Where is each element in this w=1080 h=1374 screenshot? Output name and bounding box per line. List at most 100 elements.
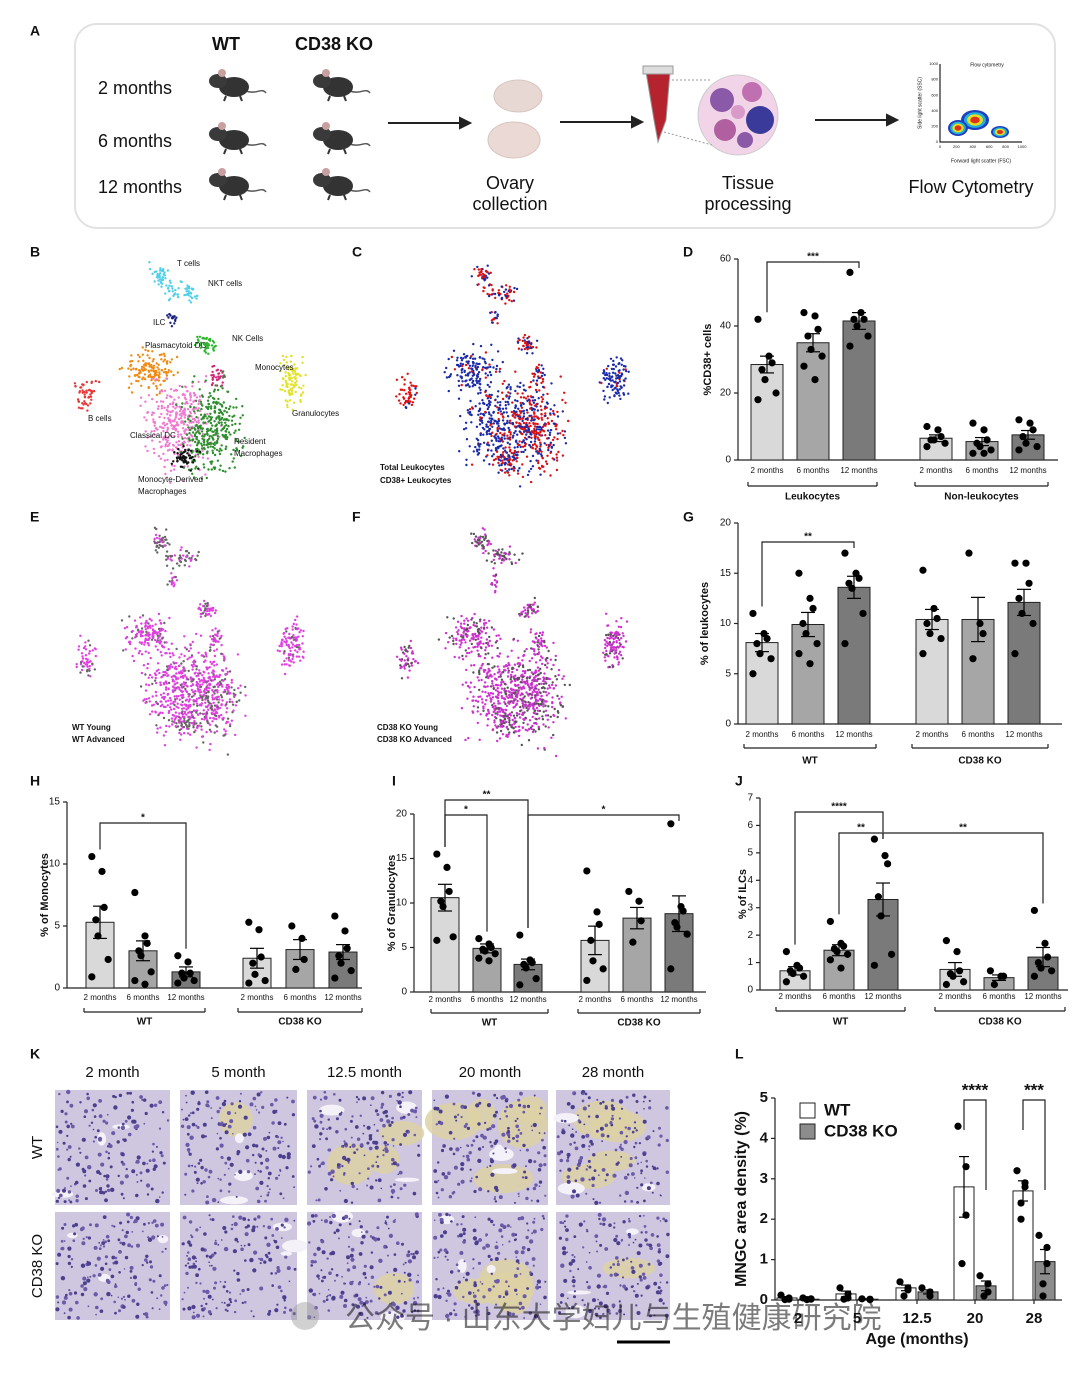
tsne-point bbox=[177, 677, 180, 680]
tsne-point bbox=[289, 399, 292, 402]
tsne-point bbox=[170, 462, 173, 465]
tsne-point bbox=[83, 390, 86, 394]
tsne-point bbox=[299, 398, 302, 402]
tsne-point bbox=[302, 650, 305, 653]
tsne-point bbox=[543, 672, 546, 675]
tsne-point bbox=[480, 270, 483, 274]
tsne-point bbox=[500, 444, 503, 447]
tsne-point bbox=[511, 455, 514, 458]
tsne-point bbox=[224, 435, 227, 438]
tsne-point bbox=[218, 637, 221, 640]
tsne-point bbox=[563, 436, 567, 440]
tsne-point bbox=[295, 655, 299, 658]
flow-density bbox=[996, 129, 1004, 135]
tsne-point bbox=[209, 635, 212, 638]
tsne-point bbox=[211, 629, 214, 632]
tsne-point bbox=[536, 609, 540, 613]
tsne-point bbox=[472, 450, 475, 453]
tsne-point bbox=[125, 625, 129, 629]
tsne-point bbox=[528, 422, 531, 425]
tsne-point bbox=[457, 379, 460, 383]
tsne-point bbox=[227, 425, 230, 428]
tsne-point bbox=[469, 681, 473, 684]
tsne-point bbox=[603, 398, 606, 401]
tsne-point bbox=[82, 403, 85, 406]
tsne-point bbox=[232, 692, 235, 695]
tsne-point bbox=[151, 272, 154, 275]
tsne-point bbox=[213, 649, 216, 652]
tsne-point bbox=[464, 641, 467, 644]
tsne-point bbox=[279, 369, 282, 373]
tsne-point bbox=[163, 379, 166, 382]
tsne-point bbox=[521, 475, 525, 479]
tsne-point bbox=[618, 645, 621, 648]
tsne-point bbox=[518, 614, 522, 617]
tsne-point bbox=[163, 416, 166, 420]
tsne-point bbox=[504, 284, 508, 287]
tsne-point bbox=[288, 632, 291, 636]
tsne-point bbox=[185, 690, 189, 694]
tsne-point bbox=[464, 649, 467, 652]
tsne-point bbox=[198, 724, 201, 727]
tsne-point bbox=[158, 392, 161, 395]
tsne-point bbox=[130, 382, 133, 385]
tsne-point bbox=[171, 419, 174, 423]
panel-letter: C bbox=[352, 244, 362, 260]
tsne-point bbox=[606, 385, 609, 389]
tsne-point bbox=[538, 438, 541, 442]
tsne-point bbox=[207, 420, 210, 423]
tsne-point bbox=[284, 371, 287, 374]
tsne-point bbox=[506, 394, 509, 398]
tsne-point bbox=[561, 705, 565, 708]
tsne-point bbox=[153, 424, 156, 427]
tsne-point bbox=[407, 663, 410, 666]
tsne-point bbox=[88, 664, 92, 668]
tsne-point bbox=[195, 746, 198, 749]
tsne-point bbox=[526, 395, 530, 398]
nucleus bbox=[107, 1156, 111, 1160]
tsne-point bbox=[477, 637, 480, 641]
tsne-point bbox=[221, 699, 224, 702]
tsne-point bbox=[77, 406, 81, 409]
tsne-point bbox=[549, 715, 552, 718]
tsne-point bbox=[546, 402, 549, 405]
tsne-point bbox=[474, 445, 477, 449]
tsne-point bbox=[486, 454, 489, 457]
nucleus bbox=[81, 1137, 86, 1142]
tsne-point bbox=[166, 269, 170, 272]
tsne-point bbox=[526, 348, 529, 351]
tsne-point bbox=[540, 408, 543, 412]
tsne-point bbox=[524, 670, 527, 673]
tsne-point bbox=[541, 398, 545, 401]
tsne-point bbox=[177, 417, 181, 421]
tsne-point bbox=[484, 389, 488, 392]
tsne-point bbox=[536, 409, 540, 412]
tsne-point bbox=[210, 711, 213, 715]
tsne-point bbox=[179, 556, 182, 559]
tsne-point bbox=[199, 615, 203, 618]
tsne-point bbox=[495, 717, 498, 720]
tsne-point bbox=[302, 384, 305, 387]
tsne-point bbox=[552, 733, 555, 737]
tsne-point bbox=[492, 558, 495, 562]
tsne-point bbox=[488, 385, 491, 388]
tsne-point bbox=[478, 445, 481, 448]
tsne-point bbox=[486, 708, 490, 712]
nucleus bbox=[98, 1099, 102, 1103]
tsne-point bbox=[206, 684, 209, 687]
tsne-point bbox=[408, 388, 411, 391]
tsne-point bbox=[206, 399, 210, 402]
tsne-point bbox=[234, 733, 237, 737]
panel-letter: F bbox=[352, 509, 361, 525]
tsne-point bbox=[89, 402, 92, 405]
tsne-point bbox=[619, 397, 622, 401]
tsne-point bbox=[472, 342, 475, 346]
tsne-point bbox=[532, 609, 535, 612]
tsne-point bbox=[194, 428, 197, 431]
tsne-point bbox=[514, 404, 517, 407]
flow-density bbox=[954, 125, 962, 131]
nucleus bbox=[83, 1115, 87, 1118]
tsne-point bbox=[524, 609, 527, 612]
tsne-point bbox=[535, 632, 538, 635]
tsne-point bbox=[212, 430, 215, 433]
